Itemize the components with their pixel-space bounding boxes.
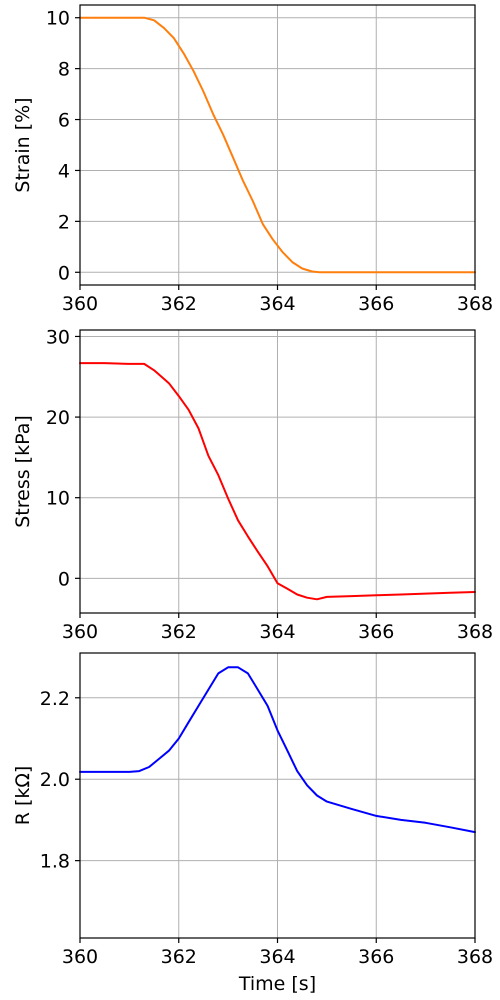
resistance-x-axis-label: Time [s]	[238, 973, 316, 995]
strain-x-tick-label: 360	[62, 293, 98, 315]
strain-panel: 360 362 364 366 368 0 2 4 6 8 10 Strain [%]	[12, 4, 493, 315]
strain-x-tick-label: 366	[358, 293, 394, 315]
strain-x-tick-label: 364	[259, 293, 295, 315]
resistance-series-line	[79, 666, 476, 834]
resistance-x-tick-label: 364	[259, 946, 295, 968]
stress-y-tick-label: 20	[46, 407, 70, 429]
stress-x-tick-label: 362	[161, 621, 197, 643]
strain-y-tick-label: 10	[46, 8, 70, 30]
stress-series-line	[79, 362, 476, 601]
strain-x-tick-label: 362	[161, 293, 197, 315]
strain-y-tick-label: 2	[58, 211, 70, 233]
stress-y-axis-label: Stress [kPa]	[12, 415, 34, 528]
stress-y-tick-label: 0	[58, 568, 70, 590]
strain-y-tick-label: 8	[58, 59, 70, 81]
resistance-y-tick-label: 2.0	[40, 769, 70, 791]
resistance-x-tick-label: 360	[62, 946, 98, 968]
stress-panel: 360 362 364 366 368 0 10 20 30 Stress [kPa]	[12, 326, 493, 643]
strain-x-tick-label: 368	[457, 293, 493, 315]
stress-x-tick-label: 366	[358, 621, 394, 643]
strain-y-tick-label: 6	[58, 110, 70, 132]
stress-y-tick-label: 30	[46, 326, 70, 348]
strain-y-tick-label: 4	[58, 160, 70, 182]
strain-y-tick-label: 0	[58, 262, 70, 284]
strain-series-line	[79, 16, 476, 274]
resistance-y-axis-label: R [kΩ]	[12, 766, 34, 826]
stress-y-tick-label: 10	[46, 488, 70, 510]
stress-x-tick-label: 360	[62, 621, 98, 643]
resistance-panel: 360 362 364 366 368 1.8 2.0 2.2 R [kΩ] Time [s]	[12, 652, 493, 995]
stress-x-tick-label: 364	[259, 621, 295, 643]
resistance-y-tick-label: 1.8	[40, 851, 70, 873]
resistance-x-tick-label: 366	[358, 946, 394, 968]
strain-y-axis-label: Strain [%]	[12, 97, 34, 192]
resistance-y-tick-label: 2.2	[40, 688, 70, 710]
stress-x-tick-label: 368	[457, 621, 493, 643]
resistance-x-tick-label: 362	[161, 946, 197, 968]
resistance-x-tick-label: 368	[457, 946, 493, 968]
